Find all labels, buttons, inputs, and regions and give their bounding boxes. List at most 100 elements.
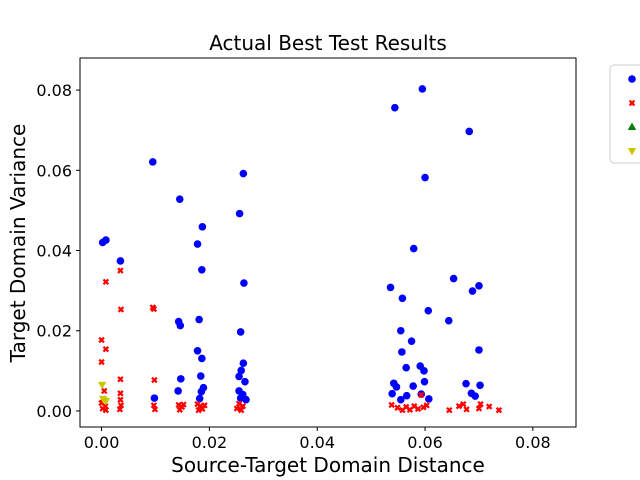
data-point-series-2 [495,406,503,414]
x-tick-label: 0.02 [192,433,228,452]
data-point-series-2 [102,406,110,414]
x-axis: 0.00 0.02 0.04 0.06 0.08 [84,427,551,452]
data-point-series-4 [97,381,107,390]
data-point-series-1 [391,103,399,112]
data-point-series-2 [150,402,158,409]
data-point-series-2 [455,402,463,410]
data-point-series-1 [193,240,202,248]
x-tick-label: 0.04 [299,433,335,452]
data-point-series-1 [420,367,428,375]
data-point-series-2 [99,405,106,412]
data-point-series-2 [195,406,202,414]
data-point-series-2 [388,401,395,409]
data-point-series-2 [463,406,470,413]
legend [609,64,640,164]
data-point-series-2 [150,305,158,313]
data-point-series-2 [101,387,108,395]
data-point-series-2 [117,396,124,403]
data-point-series-2 [176,406,183,413]
data-point-series-1 [148,158,157,166]
data-point-series-1 [236,328,245,336]
data-point-series-2 [238,406,245,414]
data-point-series-1 [193,346,202,355]
data-point-series-1 [197,387,206,396]
data-point-series-1 [198,354,206,363]
data-point-series-1 [449,274,458,283]
data-point-series-2 [98,358,105,366]
data-point-series-1 [235,372,243,381]
data-point-series-2 [117,376,124,383]
data-point-series-1 [195,394,204,403]
y-tick-label: 0.06 [36,161,72,180]
legend-marker-series-1 [628,75,636,83]
data-point-series-1 [421,173,429,182]
data-point-series-1 [475,346,483,354]
data-point-series-2 [151,406,159,413]
data-point-series-2 [116,406,124,413]
data-point-series-1 [150,394,159,402]
data-point-series-2 [180,401,187,408]
data-point-series-1 [195,315,203,324]
data-point-series-1 [471,392,479,400]
data-point-series-1 [174,387,182,395]
data-point-series-1 [386,283,395,292]
x-tick-label: 0.00 [84,433,120,452]
data-point-series-1 [198,223,207,231]
data-point-series-1 [196,372,205,380]
data-point-series-2 [117,390,124,397]
data-point-series-1 [177,375,185,383]
data-point-series-2 [446,406,453,414]
data-point-series-1 [420,377,429,386]
data-point-series-1 [402,391,411,400]
data-point-series-2 [233,405,241,412]
data-point-series-1 [235,209,244,218]
data-point-series-2 [201,402,208,409]
y-tick-label: 0.08 [36,81,72,100]
data-point-series-2 [151,376,158,384]
data-point-series-2 [102,278,110,286]
data-point-series-1 [237,366,245,375]
data-point-series-1 [465,127,474,136]
data-point-series-1 [409,244,418,253]
x-tick-label: 0.08 [515,433,551,452]
data-point-series-1 [444,316,453,325]
data-point-series-1 [468,287,477,295]
data-point-series-2 [475,405,483,412]
data-point-series-2 [460,400,467,408]
chart-title: Actual Best Test Results [209,31,447,55]
data-point-series-1 [388,389,396,398]
data-point-series-1 [392,383,401,391]
x-tick-label: 0.06 [407,433,443,452]
data-point-series-1 [475,282,483,290]
data-point-series-1 [176,321,185,330]
data-point-series-1 [398,294,407,303]
data-point-series-1 [425,395,433,403]
data-point-series-1 [102,236,110,244]
data-point-series-2 [477,400,484,408]
data-point-series-1 [476,381,484,390]
data-point-series-1 [239,169,248,178]
y-tick-label: 0.04 [36,242,72,261]
data-point-series-1 [236,394,245,402]
x-axis-label: Source-Target Domain Distance [171,453,485,477]
data-point-series-1 [407,337,416,345]
data-point-series-2 [117,267,124,274]
legend-marker-series-3 [627,122,637,130]
data-point-series-1 [198,265,206,274]
legend-marker-series-4 [627,148,637,156]
data-point-series-1 [462,379,470,388]
legend-markers [627,75,637,156]
y-axis: 0.00 0.02 0.04 0.06 0.08 [36,81,80,421]
data-point-series-1 [240,279,248,287]
data-point-series-1 [239,359,248,368]
data-point-series-2 [117,306,125,313]
legend-marker-series-2 [628,99,636,107]
data-point-series-1 [175,195,184,203]
data-point-series-2 [423,402,430,409]
data-point-series-1 [402,363,410,372]
y-tick-label: 0.02 [36,322,72,341]
data-point-series-2 [98,336,105,344]
data-point-series-2 [486,403,493,410]
data-point-series-1 [418,85,427,93]
